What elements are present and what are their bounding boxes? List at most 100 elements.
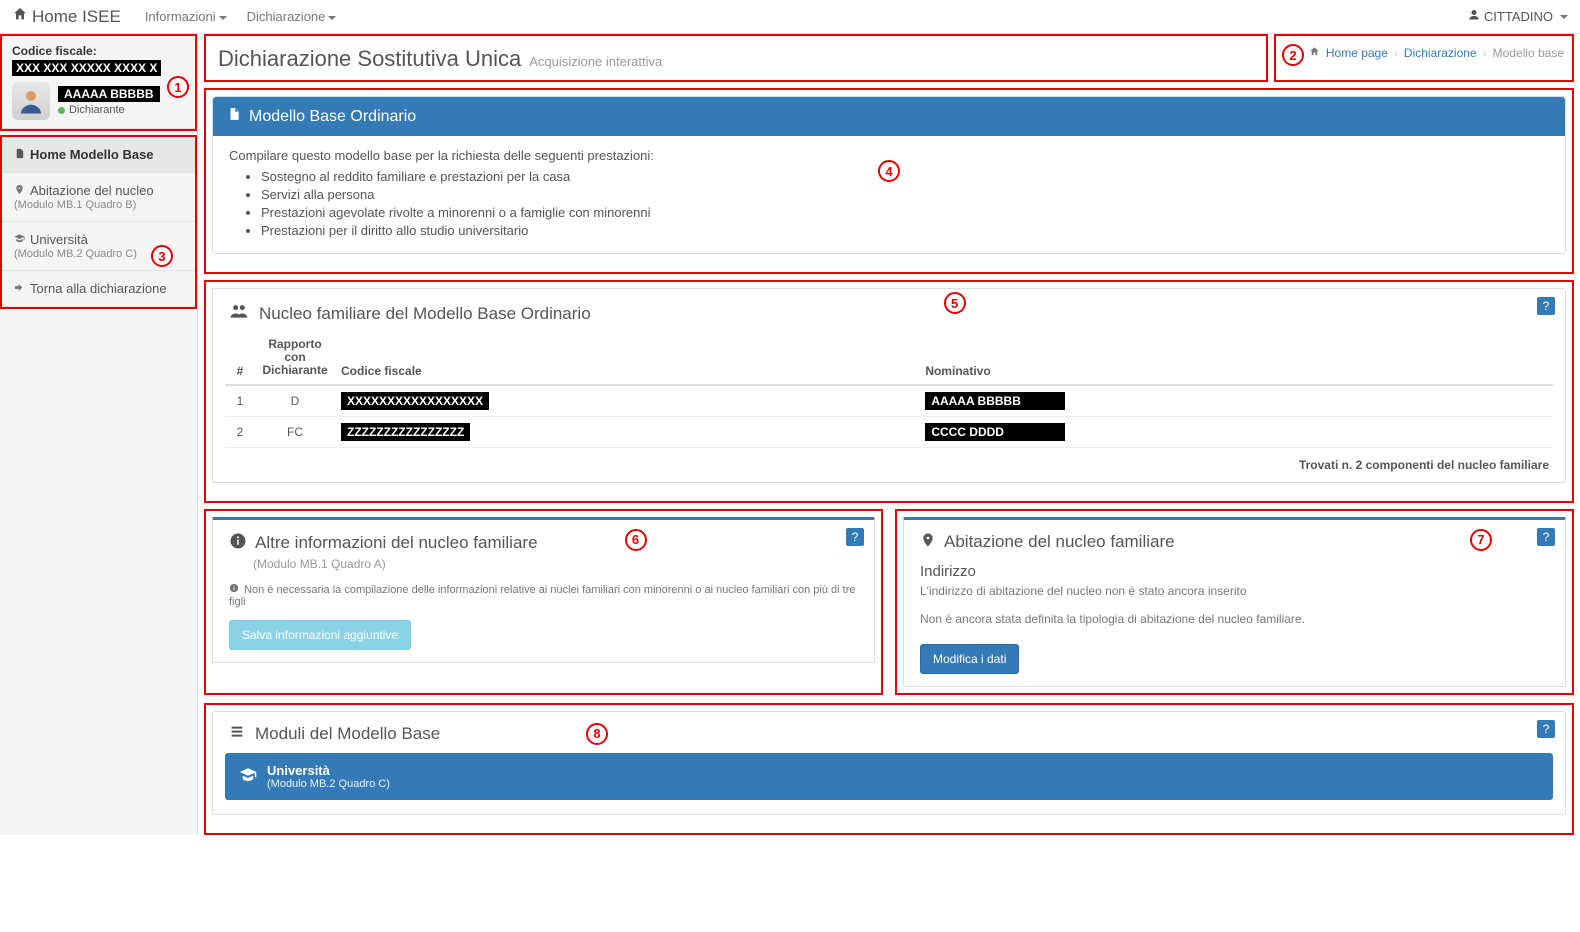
chevron-down-icon [1560,15,1568,19]
annotation-box-4: 4 Modello Base Ordinario Compilare quest… [204,88,1574,274]
crumb-home[interactable]: Home page [1326,46,1388,60]
annotation-circle-4: 4 [878,160,900,182]
main: Dichiarazione Sostitutiva Unica Acquisiz… [198,34,1580,835]
sidebar-item-torna[interactable]: Torna alla dichiarazione [2,271,195,307]
indirizzo-text-2: Non è ancora stata definita la tipologia… [920,612,1549,626]
panel-modello-head: Modello Base Ordinario [213,97,1565,136]
panel-nucleo-head: Nucleo familiare del Modello Base Ordina… [213,289,1565,334]
file-icon [227,107,241,126]
graduation-cap-icon [14,232,26,247]
annotation-circle-2: 2 [1282,44,1304,66]
annotation-box-3: 3 Home Modello Base Abitazione del nucle… [0,135,197,309]
annotation-circle-1: 1 [167,76,189,98]
chevron-right-icon: › [1394,46,1398,60]
indirizzo-heading: Indirizzo [920,563,1549,580]
annotation-box-1: 1 Codice fiscale: XXX XXX XXXXX XXXX X A… [0,34,197,131]
crumb-dichiarazione[interactable]: Dichiarazione [1404,46,1477,60]
user-icon [1468,9,1480,24]
panel-moduli: Moduli del Modello Base ? Università (Mo… [212,711,1566,815]
family-table: # RapportoconDichiarante Codice fiscale … [225,334,1553,448]
top-nav: Home ISEE Informazioni Dichiarazione CIT… [0,0,1580,34]
home-icon [12,6,28,27]
table-row: 1 D XXXXXXXXXXXXXXXXX AAAAA BBBBB [225,385,1553,417]
chevron-down-icon [219,16,227,20]
help-button[interactable]: ? [1537,528,1555,546]
panel-moduli-head: Moduli del Modello Base ? [213,712,1565,753]
info-icon [229,584,242,596]
chevron-down-icon [328,16,336,20]
annotation-circle-7: 7 [1470,529,1492,551]
cf-masked: ZZZZZZZZZZZZZZZZ [341,423,470,441]
panel-bullets: Sostegno al reddito familiare e prestazi… [261,169,1549,238]
cf-label: Codice fiscale: [12,44,185,58]
table-row: 2 FC ZZZZZZZZZZZZZZZZ CCCC DDDD [225,416,1553,447]
col-name: Nominativo [919,334,1553,385]
col-idx: # [225,334,255,385]
module-universita[interactable]: Università (Modulo MB.2 Quadro C) [225,753,1553,800]
cf-masked: XXXXXXXXXXXXXXXXX [341,392,489,410]
help-button[interactable]: ? [1537,720,1555,738]
annotation-box-6: 6 ? Altre informazioni del nucleo famili… [204,509,883,695]
bullet-item: Prestazioni per il diritto allo studio u… [261,223,1549,238]
card-altre-info: ? Altre informazioni del nucleo familiar… [212,517,875,663]
page-header: Dichiarazione Sostitutiva Unica Acquisiz… [212,36,1260,80]
annotation-box-8: 8 Moduli del Modello Base ? Univ [204,703,1574,835]
name-masked: CCCC DDDD [925,423,1065,441]
card-abitazione: ? Abitazione del nucleo familiare Indiri… [903,517,1566,687]
pin-icon [14,183,26,198]
annotation-circle-6: 6 [625,529,647,551]
chevron-right-icon: › [1483,46,1487,60]
card-modref: (Modulo MB.1 Quadro A) [253,557,858,571]
info-icon [229,532,247,555]
bullet-item: Sostegno al reddito familiare e prestazi… [261,169,1549,184]
arrow-right-icon [14,281,26,296]
annotation-box-7: 7 ? Abitazione del nucleo familiare Indi… [895,509,1574,695]
sidebar-nav: Home Modello Base Abitazione del nucleo … [2,137,195,307]
menu-dichiarazione[interactable]: Dichiarazione [247,9,337,24]
family-footer: Trovati n. 2 componenti del nucleo famil… [213,448,1565,482]
menu-informazioni[interactable]: Informazioni [145,9,227,24]
top-menu: Informazioni Dichiarazione [145,9,337,24]
bullet-item: Prestazioni agevolate rivolte a minorenn… [261,205,1549,220]
annotation-circle-3: 3 [151,245,173,267]
sidebar-item-home-modello[interactable]: Home Modello Base [2,137,195,173]
modifica-dati-button[interactable]: Modifica i dati [920,644,1019,674]
sidebar-item-abitazione[interactable]: Abitazione del nucleo (Modulo MB.1 Quadr… [2,173,195,222]
indirizzo-text-1: L'indirizzo di abitazione del nucleo non… [920,584,1549,598]
brand-label: Home ISEE [32,7,121,27]
pin-icon [920,532,936,553]
annotation-circle-8: 8 [586,723,608,745]
card-note: Non è necessaria la compilazione delle i… [229,583,858,608]
page-title: Dichiarazione Sostitutiva Unica [218,46,521,72]
help-button[interactable]: ? [1537,297,1555,315]
annotation-box-header: Dichiarazione Sostitutiva Unica Acquisiz… [204,34,1268,82]
list-icon [229,724,245,745]
crumb-current: Modello base [1493,46,1564,60]
annotation-box-2: 2 Home page › Dichiarazione › Modello ba… [1274,34,1574,82]
brand-home[interactable]: Home ISEE [12,6,121,27]
sidebar: 1 Codice fiscale: XXX XXX XXXXX XXXX X A… [0,34,198,835]
cf-value: XXX XXX XXXXX XXXX X [12,60,161,76]
page-subtitle: Acquisizione interattiva [529,54,662,69]
status-dot-icon [58,107,65,114]
annotation-box-5: 5 Nucleo familiare del Modello Base Ordi… [204,280,1574,503]
user-role: Dichiarante [58,104,160,116]
bullet-item: Servizi alla persona [261,187,1549,202]
panel-nucleo: Nucleo familiare del Modello Base Ordina… [212,288,1566,483]
user-info: Codice fiscale: XXX XXX XXXXX XXXX X AAA… [2,36,195,129]
user-name: AAAAA BBBBB [58,86,160,102]
col-cf: Codice fiscale [335,334,919,385]
avatar [12,82,50,120]
name-masked: AAAAA BBBBB [925,392,1065,410]
help-button[interactable]: ? [846,528,864,546]
graduation-cap-icon [239,766,257,787]
save-info-button[interactable]: Salva informazioni aggiuntive [229,620,411,650]
breadcrumb: Home page › Dichiarazione › Modello base [1284,46,1564,60]
users-icon [229,301,249,326]
user-menu-label: CITTADINO [1484,9,1553,24]
user-menu[interactable]: CITTADINO [1468,9,1568,24]
file-icon [14,147,26,162]
annotation-circle-5: 5 [944,292,966,314]
col-rel: RapportoconDichiarante [255,334,335,385]
home-icon [1309,46,1320,60]
